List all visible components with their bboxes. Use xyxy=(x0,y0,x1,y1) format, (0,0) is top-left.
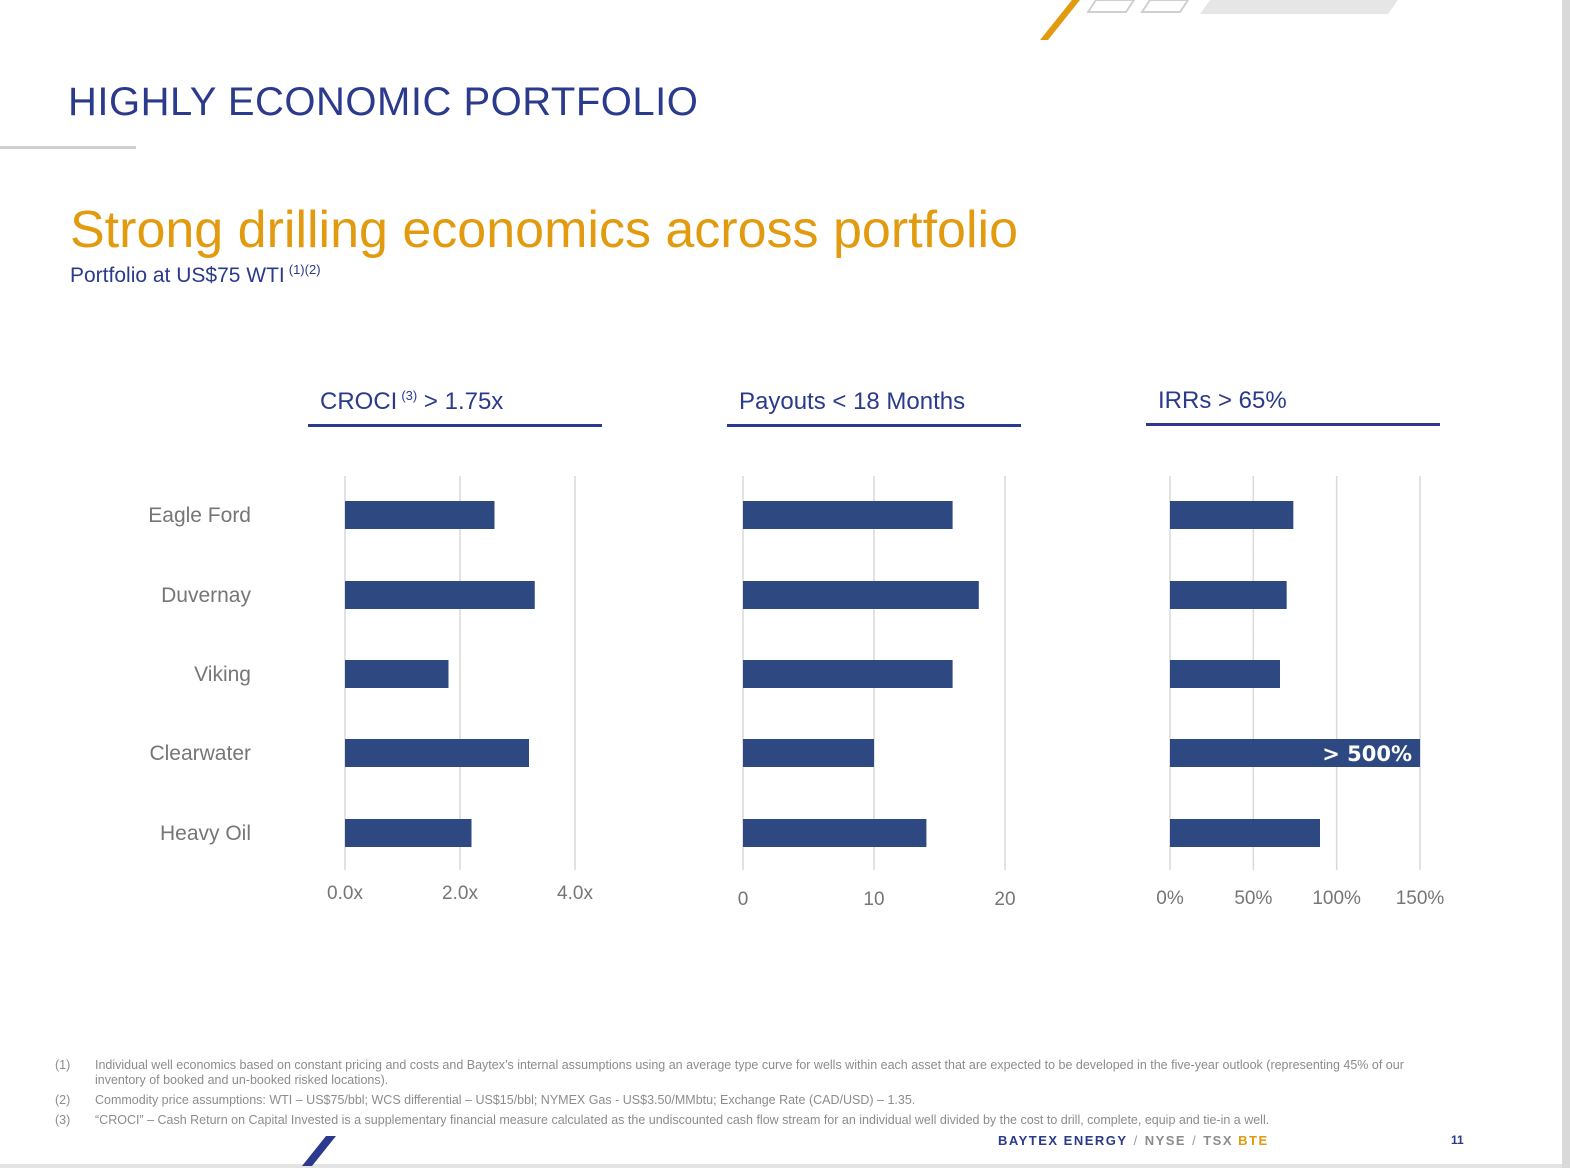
x-tick-label: 0% xyxy=(1156,888,1184,909)
exchange-nyse: NYSE xyxy=(1144,1133,1187,1148)
x-tick-label: 2.0x xyxy=(442,883,478,904)
bar xyxy=(1170,819,1320,847)
footnote-text: “CROCI” – Cash Return on Capital Investe… xyxy=(95,1113,1270,1127)
company-name: BAYTEX ENERGY xyxy=(998,1133,1128,1148)
footer-separator: / xyxy=(1192,1133,1198,1148)
bar xyxy=(345,660,449,688)
footnote-number: (3) xyxy=(55,1113,71,1127)
slide-title: HIGHLY ECONOMIC PORTFOLIO xyxy=(68,80,699,124)
footnotes: (1) Individual well economics based on co… xyxy=(55,1058,1455,1133)
footnote-number: (2) xyxy=(55,1093,71,1107)
panel-title-payouts: Payouts < 18 Months xyxy=(727,388,1021,427)
category-label: Clearwater xyxy=(149,742,251,765)
x-tick-label: 150% xyxy=(1396,888,1445,909)
bar xyxy=(1170,581,1287,609)
bar-charts: 0.0x 2.0x 4.0x Eagle Ford Duvernay Viking Clea… xyxy=(148,476,1445,910)
ticker-symbol: BTE xyxy=(1238,1133,1269,1148)
bar xyxy=(345,581,535,609)
footnote-text: Commodity price assumptions: WTI – US$75… xyxy=(95,1093,916,1107)
x-tick-label: 50% xyxy=(1234,888,1272,909)
croci-title-text: CROCI xyxy=(320,388,398,415)
title-rule xyxy=(0,146,136,149)
headline: Strong drilling economics across portfol… xyxy=(70,201,1018,259)
bar xyxy=(345,819,472,847)
croci-title-suffix: > 1.75x xyxy=(423,388,504,415)
bar-annotation: > 500% xyxy=(1322,742,1412,766)
footnote-text: Individual well economics based on const… xyxy=(95,1058,1404,1087)
x-tick-label: 4.0x xyxy=(557,883,593,904)
category-label: Heavy Oil xyxy=(160,822,251,845)
bar xyxy=(345,739,529,767)
footer-brand: BAYTEX ENERGY / NYSE / TSX BTE xyxy=(998,1133,1269,1148)
subtitle-footnote-ref: (1)(2) xyxy=(288,262,321,277)
bar xyxy=(1170,501,1294,529)
corner-slash-decoration xyxy=(302,1136,336,1166)
bar xyxy=(1170,739,1420,767)
corner-stripe-decoration xyxy=(1040,0,1398,40)
category-label: Viking xyxy=(194,663,251,686)
x-tick-label: 0.0x xyxy=(327,883,363,904)
footer-separator: / xyxy=(1133,1133,1139,1148)
x-tick-label: 0 xyxy=(738,889,749,910)
category-label: Eagle Ford xyxy=(148,504,251,527)
subtitle: Portfolio at US$75 WTI (1)(2) xyxy=(70,262,321,288)
x-tick-label: 100% xyxy=(1312,888,1361,909)
bottom-edge-strip xyxy=(0,1164,1562,1168)
croci-title-footnote-ref: (3) xyxy=(401,388,418,403)
x-tick-label: 20 xyxy=(994,889,1015,910)
bar xyxy=(743,501,953,529)
footnote-1: (1) Individual well economics based on co… xyxy=(55,1058,1455,1088)
footnote-number: (1) xyxy=(55,1058,71,1072)
bar xyxy=(743,660,953,688)
page-number: 11 xyxy=(1451,1133,1464,1147)
bar xyxy=(743,739,874,767)
right-edge-strip xyxy=(1562,0,1570,1168)
bar xyxy=(743,581,979,609)
panel-title-croci: CROCI (3) > 1.75x xyxy=(308,388,602,427)
panel-title-irrs: IRRs > 65% xyxy=(1146,387,1440,426)
bar xyxy=(1170,660,1280,688)
category-label: Duvernay xyxy=(161,584,251,607)
x-tick-label: 10 xyxy=(863,889,884,910)
subtitle-text: Portfolio at US$75 WTI xyxy=(70,264,285,287)
irrs-title-text: IRRs > 65% xyxy=(1158,387,1287,414)
exchange-tsx: TSX xyxy=(1203,1133,1234,1148)
bar xyxy=(743,819,927,847)
payouts-title-text: Payouts < 18 Months xyxy=(739,388,966,415)
footnote-2: (2) Commodity price assumptions: WTI – US… xyxy=(55,1093,1455,1108)
bar xyxy=(345,501,495,529)
footnote-3: (3) “CROCI” – Cash Return on Capital Inve… xyxy=(55,1113,1455,1128)
